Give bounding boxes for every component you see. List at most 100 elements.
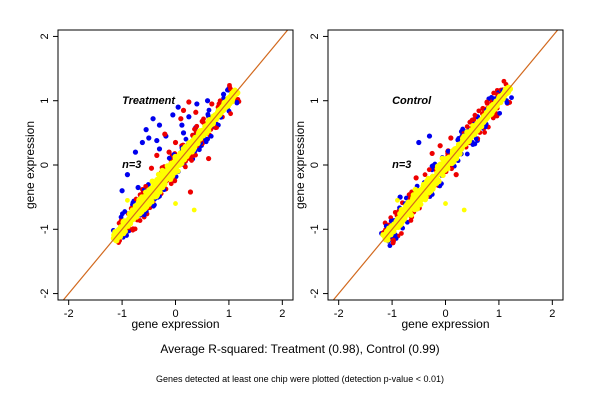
data-point: [482, 130, 488, 135]
sample-count: n=3: [122, 159, 141, 171]
data-point: [416, 200, 423, 206]
data-point: [182, 164, 188, 170]
data-point: [151, 203, 156, 209]
data-point: [483, 114, 490, 121]
y-axis-label: gene expression: [293, 121, 307, 209]
plot-area: [62, 30, 289, 300]
y-tick-label: 0: [309, 162, 321, 168]
data-point: [461, 207, 467, 213]
data-point: [422, 172, 428, 178]
data-point: [453, 172, 459, 178]
data-point: [426, 167, 432, 173]
data-point: [119, 188, 125, 194]
data-point: [137, 218, 143, 223]
data-point: [416, 139, 422, 146]
data-point: [180, 107, 187, 113]
data-point: [205, 111, 211, 117]
x-tick-label: -2: [64, 308, 74, 320]
data-point: [425, 175, 432, 182]
data-point: [228, 111, 234, 117]
y-tick-label: 2: [309, 33, 321, 39]
data-point: [471, 117, 477, 122]
data-point: [220, 91, 227, 97]
data-point: [395, 197, 400, 203]
data-point: [504, 100, 510, 106]
data-point: [456, 136, 462, 141]
plot-area: [332, 30, 559, 300]
data-point: [142, 196, 149, 203]
y-tick-label: 0: [39, 162, 51, 168]
data-point: [124, 172, 131, 178]
data-point: [156, 146, 163, 152]
y-tick-label: -1: [39, 224, 51, 234]
data-point: [169, 161, 175, 167]
data-point: [403, 195, 409, 201]
data-point: [180, 130, 187, 136]
x-axis-label: gene expression: [131, 317, 219, 331]
data-point: [186, 99, 192, 105]
sample-count: n=3: [392, 159, 411, 171]
data-point: [173, 201, 178, 206]
data-point: [491, 90, 497, 96]
data-point: [130, 227, 136, 233]
data-point: [445, 148, 451, 154]
data-point: [476, 108, 482, 114]
data-point: [143, 183, 149, 189]
plot-frame: [57, 29, 294, 301]
data-point: [449, 166, 455, 172]
data-point: [392, 209, 398, 215]
y-tick-label: 2: [39, 33, 51, 39]
data-point: [436, 178, 442, 185]
caption-detection-note: Genes detected at least one chip were pl…: [156, 374, 444, 384]
data-point: [430, 183, 437, 189]
data-point: [175, 104, 181, 110]
data-point: [156, 122, 163, 128]
plot-frame: [327, 29, 564, 301]
data-point: [399, 231, 404, 236]
data-point: [168, 181, 174, 187]
caption-r-squared: Average R-squared: Treatment (0.98), Con…: [160, 342, 440, 356]
scatter-panel-1: -2 -1 0 1 2 -2 -1 0 1 2 gene expression gene expres…: [23, 29, 294, 331]
data-point: [186, 114, 192, 120]
data-point: [154, 137, 160, 144]
data-point: [141, 204, 147, 211]
data-point: [460, 126, 466, 132]
data-point: [213, 125, 219, 131]
data-point: [509, 95, 514, 101]
data-point: [408, 212, 415, 218]
data-point: [166, 155, 172, 161]
data-point: [400, 207, 407, 213]
data-point: [135, 208, 141, 215]
data-point: [150, 116, 156, 122]
data-point: [484, 99, 490, 105]
data-point: [122, 228, 128, 235]
data-point: [427, 188, 434, 194]
x-tick-label: 0: [172, 308, 178, 320]
data-point: [183, 136, 189, 142]
data-point: [148, 165, 155, 171]
data-point: [177, 150, 184, 157]
data-point: [195, 140, 201, 147]
data-point: [179, 122, 185, 128]
data-point: [234, 100, 240, 106]
data-point: [192, 126, 197, 132]
data-point: [464, 124, 470, 129]
y-axis-label: gene expression: [23, 121, 37, 209]
y-tick-label: -1: [309, 224, 321, 234]
data-point: [196, 147, 202, 153]
x-tick-label: -1: [387, 308, 397, 320]
data-point: [178, 116, 184, 122]
data-point: [473, 136, 479, 142]
data-point: [203, 123, 210, 129]
data-point: [209, 101, 215, 107]
data-point: [429, 150, 435, 157]
data-point: [112, 236, 119, 242]
data-point: [162, 131, 168, 137]
x-tick-label: 1: [226, 308, 232, 320]
x-tick-label: -1: [117, 308, 127, 320]
data-point: [418, 189, 425, 196]
reference-line: [62, 30, 289, 300]
data-point: [472, 112, 478, 118]
data-point: [122, 209, 128, 214]
data-point: [132, 149, 139, 155]
